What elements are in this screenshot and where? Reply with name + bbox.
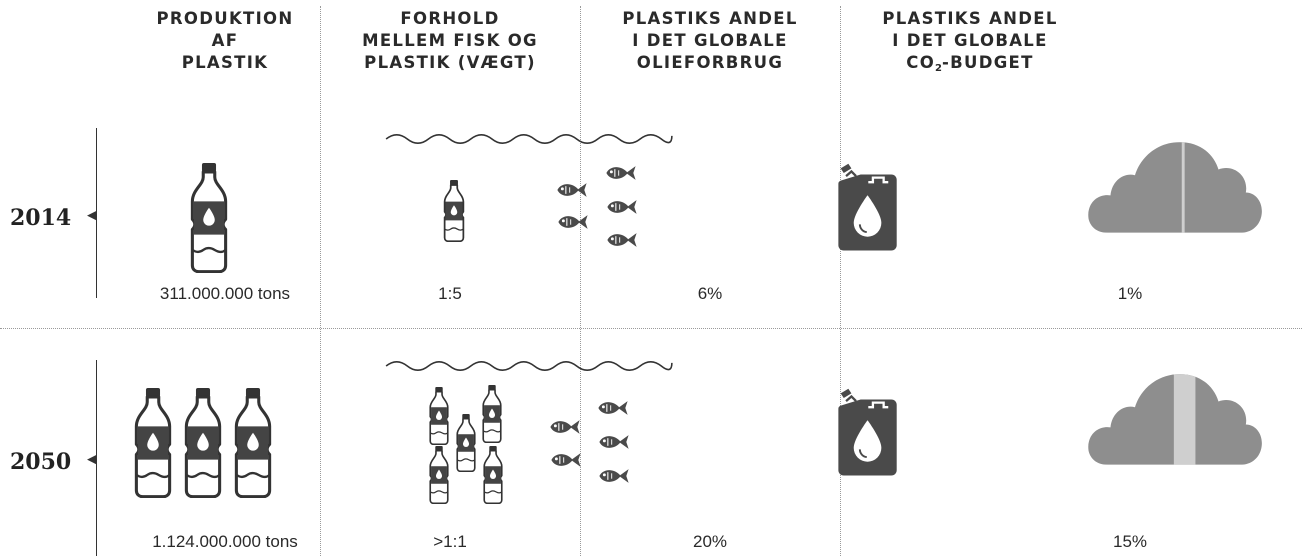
plastic-bottle-icon [134,388,172,498]
fish-icon [606,232,638,248]
plastic-bottle-icon [429,446,449,504]
fish-icon [557,214,589,230]
column-title-production: PRODUKTION AF PLASTIK [156,9,294,72]
fish-icon [550,452,582,468]
year-label-2050: 2050 [10,449,72,475]
fish-icon [549,419,581,435]
chevron-left-icon: ◀ [87,452,97,467]
wave-icon [385,133,673,145]
row-separator [0,328,1302,329]
ratio-value: 1:5 [438,284,462,303]
plastic-bottle-icon [184,388,222,498]
wave-icon [385,360,673,372]
row-bracket [96,360,97,556]
plastic-bottle-icon [429,387,449,445]
production-value: 311.000.000 tons [159,284,291,303]
plastic-bottle-icon [482,385,502,443]
production-value: 1.124.000.000 tons [152,532,298,551]
co2-share-value: 1% [1117,284,1143,303]
fish-icon [556,182,588,198]
plastic-bottle-icon [234,388,272,498]
co2-share-value: 15% [1112,532,1148,551]
year-label-2014: 2014 [10,205,72,231]
oil-jerrycan-icon [837,387,898,477]
plastic-bottle-icon [483,446,503,504]
oil-jerrycan-icon [837,162,898,252]
row-bracket [96,128,97,298]
cloud-icon [1088,142,1262,233]
co2-share-band [1173,374,1196,465]
fish-icon [597,400,629,416]
oil-share-value: 6% [697,284,723,303]
co2-share-band [1181,142,1185,233]
fish-icon [605,165,637,181]
plastic-bottle-icon [456,414,476,472]
ratio-value: >1:1 [433,532,467,551]
column-separator [580,6,581,556]
fish-icon [606,199,638,215]
column-title-co2-share: PLASTIKS ANDEL I DET GLOBALE CO2-BUDGET [882,9,1058,74]
column-title-fish-ratio: FORHOLD MELLEM FISK OG PLASTIK (VÆGT) [362,9,538,72]
column-separator [840,6,841,556]
chevron-left-icon: ◀ [87,208,97,223]
cloud-icon [1088,374,1262,465]
oil-share-value: 20% [692,532,728,551]
fish-icon [598,468,630,484]
fish-icon [598,434,630,450]
plastic-bottle-icon [190,163,228,273]
column-separator [320,6,321,556]
column-title-oil-share: PLASTIKS ANDEL I DET GLOBALE OLIEFORBRUG [622,9,798,72]
plastic-bottle-icon [443,180,465,242]
